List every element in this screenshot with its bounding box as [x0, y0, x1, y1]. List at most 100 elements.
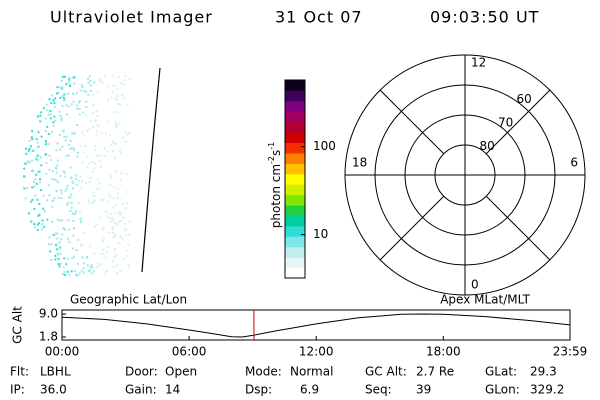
colorbar-label: photon cm-2s-1: [267, 142, 283, 229]
image-pixel: [33, 223, 36, 226]
image-pixel: [113, 234, 116, 237]
image-pixel: [50, 243, 53, 246]
field-value: 6.9: [300, 383, 319, 397]
image-pixel: [115, 125, 118, 128]
image-pixel: [106, 120, 109, 123]
polar-spoke: [379, 195, 445, 261]
colorbar-cell: [285, 111, 305, 123]
colorbar-cell: [285, 152, 305, 164]
image-pixel: [126, 202, 129, 205]
image-pixel: [83, 134, 86, 137]
image-pixel: [106, 85, 109, 88]
image-pixel: [63, 274, 66, 276]
image-pixel: [88, 181, 91, 184]
image-pixel: [64, 139, 67, 142]
image-pixel: [31, 160, 34, 163]
image-pixel: [115, 123, 118, 126]
image-pixel: [113, 110, 116, 113]
image-pixel: [123, 222, 126, 225]
image-pixel: [30, 221, 33, 223]
image-pixel: [74, 212, 77, 215]
y-tick-label: 1.8: [39, 330, 58, 344]
image-pixel: [55, 248, 58, 251]
image-pixel: [68, 76, 71, 79]
image-pixel: [60, 238, 63, 241]
image-pixel: [100, 198, 103, 201]
image-pixel: [68, 228, 71, 231]
image-pixel: [119, 235, 122, 238]
image-pixel: [106, 215, 109, 218]
image-pixel: [40, 189, 43, 192]
image-pixel: [120, 152, 123, 155]
image-pixel: [119, 219, 122, 222]
image-pixel: [87, 82, 90, 84]
image-pixel: [46, 125, 49, 128]
image-pixel: [126, 249, 129, 251]
image-pixel: [78, 272, 81, 275]
image-pixel: [125, 173, 128, 176]
image-pixel: [71, 180, 74, 183]
image-pixel: [56, 164, 59, 167]
image-pixel: [55, 244, 58, 247]
image-pixel: [46, 199, 49, 202]
image-pixel: [37, 198, 39, 201]
image-pixel: [124, 131, 127, 134]
image-pixel: [39, 156, 42, 159]
image-pixel: [42, 107, 45, 110]
image-pixel: [57, 91, 60, 94]
image-pixel: [58, 134, 61, 136]
image-pixel: [26, 160, 29, 163]
colorbar-cell: [285, 173, 305, 185]
image-pixel: [68, 78, 71, 81]
image-pixel: [113, 211, 116, 214]
image-pixel: [63, 96, 65, 99]
image-pixel: [38, 222, 41, 225]
image-pixel: [127, 244, 130, 246]
image-pixel: [103, 273, 106, 276]
image-pixel: [39, 120, 42, 123]
image-pixel: [56, 142, 59, 145]
image-pixel: [117, 75, 120, 78]
image-pixel: [107, 99, 109, 101]
mlt-label: 18: [352, 156, 367, 170]
field-label: Gain:: [125, 383, 157, 397]
image-pixel: [58, 247, 61, 250]
image-pixel: [115, 203, 118, 206]
field-label: Seq:: [365, 383, 392, 397]
image-pixel: [93, 199, 96, 202]
polar-ring: [404, 114, 526, 236]
image-pixel: [72, 147, 75, 150]
image-pixel: [95, 188, 98, 191]
image-pixel: [48, 236, 51, 239]
image-pixel: [35, 182, 38, 185]
image-pixel: [52, 234, 55, 236]
image-pixel: [117, 192, 119, 194]
ring-label: 60: [516, 92, 531, 106]
image-pixel: [35, 173, 38, 176]
image-pixel: [103, 75, 106, 78]
image-pixel: [36, 228, 39, 231]
image-pixel: [28, 148, 31, 150]
image-pixel: [93, 167, 96, 170]
image-pixel: [54, 258, 57, 261]
image-pixel: [43, 210, 46, 213]
x-tick-label: 00:00: [45, 345, 80, 359]
image-pixel: [41, 219, 44, 222]
image-pixel: [65, 135, 68, 138]
image-pixel: [65, 263, 68, 266]
image-pixel: [108, 231, 111, 234]
image-pixel: [119, 103, 121, 106]
image-pixel: [111, 197, 114, 200]
image-pixel: [45, 172, 48, 175]
image-pixel: [44, 153, 47, 156]
image-pixel: [89, 90, 92, 92]
image-pixel: [52, 199, 55, 202]
colorbar-cell: [285, 142, 305, 154]
image-pixel: [125, 234, 128, 237]
image-pixel: [103, 147, 106, 150]
image-pixel: [61, 130, 64, 133]
image-pixel: [100, 252, 103, 255]
image-pixel: [60, 192, 63, 195]
image-pixel: [32, 149, 35, 152]
